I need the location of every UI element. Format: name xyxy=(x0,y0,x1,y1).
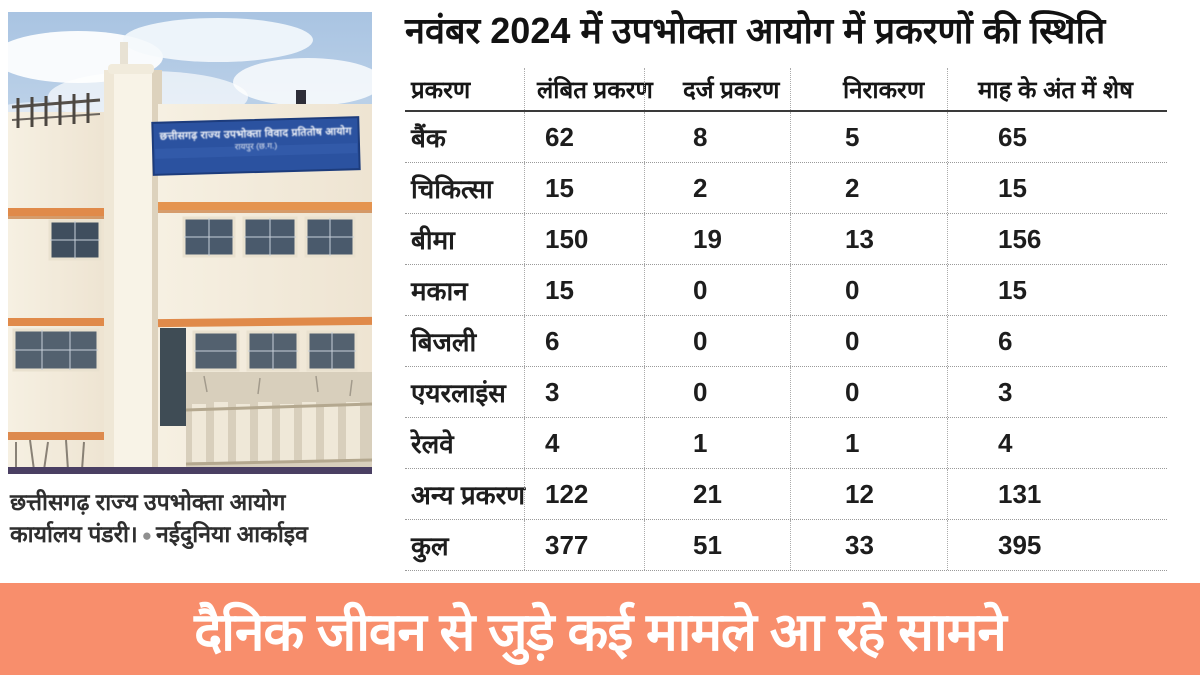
table-row: बिजली 6 0 0 6 xyxy=(405,316,1167,367)
stair-tower xyxy=(104,42,162,474)
table-row: मकान 15 0 0 15 xyxy=(405,265,1167,316)
row-value: 156 xyxy=(947,214,1167,264)
row-value: 4 xyxy=(524,418,644,468)
table-row: बैंक 62 8 5 65 xyxy=(405,112,1167,163)
row-value: 0 xyxy=(790,367,947,417)
row-value: 15 xyxy=(947,265,1167,315)
column-header: प्रकरण xyxy=(411,76,471,104)
row-label: मकान xyxy=(411,276,468,306)
photo-caption: छत्तीसगढ़ राज्य उपभोक्ता आयोग कार्यालय प… xyxy=(10,486,390,552)
row-label: कुल xyxy=(411,531,449,561)
credit-bullet-icon: ● xyxy=(141,526,152,545)
row-value: 122 xyxy=(524,469,644,519)
row-label: चिकित्सा xyxy=(411,174,493,204)
row-value: 8 xyxy=(644,112,790,162)
case-table-panel: नवंबर 2024 में उपभोक्ता आयोग में प्रकरणो… xyxy=(405,6,1167,571)
row-value: 12 xyxy=(790,469,947,519)
column-header: निराकरण xyxy=(790,68,947,110)
table-row: चिकित्सा 15 2 2 15 xyxy=(405,163,1167,214)
row-value: 15 xyxy=(947,163,1167,213)
signboard xyxy=(151,116,361,176)
row-value: 51 xyxy=(644,520,790,570)
row-value: 3 xyxy=(947,367,1167,417)
column-header: लंबित प्रकरण xyxy=(524,68,653,110)
caption-line1: छत्तीसगढ़ राज्य उपभोक्ता आयोग xyxy=(10,489,286,515)
row-value: 15 xyxy=(524,163,644,213)
row-value: 0 xyxy=(644,367,790,417)
table-row: अन्य प्रकरण 122 21 12 131 xyxy=(405,469,1167,520)
row-value: 0 xyxy=(790,265,947,315)
row-value: 65 xyxy=(947,112,1167,162)
row-value: 62 xyxy=(524,112,644,162)
row-label: बीमा xyxy=(411,225,455,255)
row-value: 13 xyxy=(790,214,947,264)
caption-credit: नईदुनिया आर्काइव xyxy=(155,521,308,547)
row-value: 0 xyxy=(644,316,790,366)
row-value: 395 xyxy=(947,520,1167,570)
table-row: बीमा 150 19 13 156 xyxy=(405,214,1167,265)
row-value: 3 xyxy=(524,367,644,417)
row-value: 1 xyxy=(644,418,790,468)
row-value: 2 xyxy=(644,163,790,213)
row-value: 0 xyxy=(790,316,947,366)
row-value: 2 xyxy=(790,163,947,213)
row-value: 1 xyxy=(790,418,947,468)
row-label: एयरलाइंस xyxy=(411,378,506,408)
row-label: बिजली xyxy=(411,327,477,357)
row-value: 0 xyxy=(644,265,790,315)
photo-bottom-strip xyxy=(8,467,372,474)
row-value: 15 xyxy=(524,265,644,315)
column-header: माह के अंत में शेष xyxy=(947,68,1167,110)
row-value: 5 xyxy=(790,112,947,162)
main-block xyxy=(151,90,372,474)
building-photo-art xyxy=(8,12,372,474)
headline-text: दैनिक जीवन से जुड़े कई मामले आ रहे सामने xyxy=(194,602,1007,662)
row-label: अन्य प्रकरण xyxy=(411,480,526,510)
table-row: कुल 377 51 33 395 xyxy=(405,520,1167,571)
row-label: बैंक xyxy=(411,123,446,153)
row-label: रेलवे xyxy=(411,429,454,459)
table-title: नवंबर 2024 में उपभोक्ता आयोग में प्रकरणो… xyxy=(405,10,1106,51)
caption-line2: कार्यालय पंडरी। xyxy=(10,521,138,547)
row-value: 6 xyxy=(947,316,1167,366)
column-header: दर्ज प्रकरण xyxy=(644,68,790,110)
row-value: 4 xyxy=(947,418,1167,468)
row-value: 377 xyxy=(524,520,644,570)
case-table-body: बैंक 62 8 5 65 चिकित्सा 15 2 2 15 बीमा 150 19 13 156 मक… xyxy=(405,112,1167,571)
row-value: 21 xyxy=(644,469,790,519)
row-value: 150 xyxy=(524,214,644,264)
table-row: एयरलाइंस 3 0 0 3 xyxy=(405,367,1167,418)
building-photo: छत्तीसगढ़ राज्य उपभोक्ता विवाद प्रतितोष … xyxy=(8,12,372,474)
left-wing xyxy=(8,93,104,474)
row-value: 33 xyxy=(790,520,947,570)
table-header: प्रकरण लंबित प्रकरण दर्ज प्रकरण निराकरण … xyxy=(405,68,1167,112)
headline-banner: दैनिक जीवन से जुड़े कई मामले आ रहे सामने xyxy=(0,583,1200,675)
table-row: रेलवे 4 1 1 4 xyxy=(405,418,1167,469)
row-value: 131 xyxy=(947,469,1167,519)
row-value: 6 xyxy=(524,316,644,366)
row-value: 19 xyxy=(644,214,790,264)
